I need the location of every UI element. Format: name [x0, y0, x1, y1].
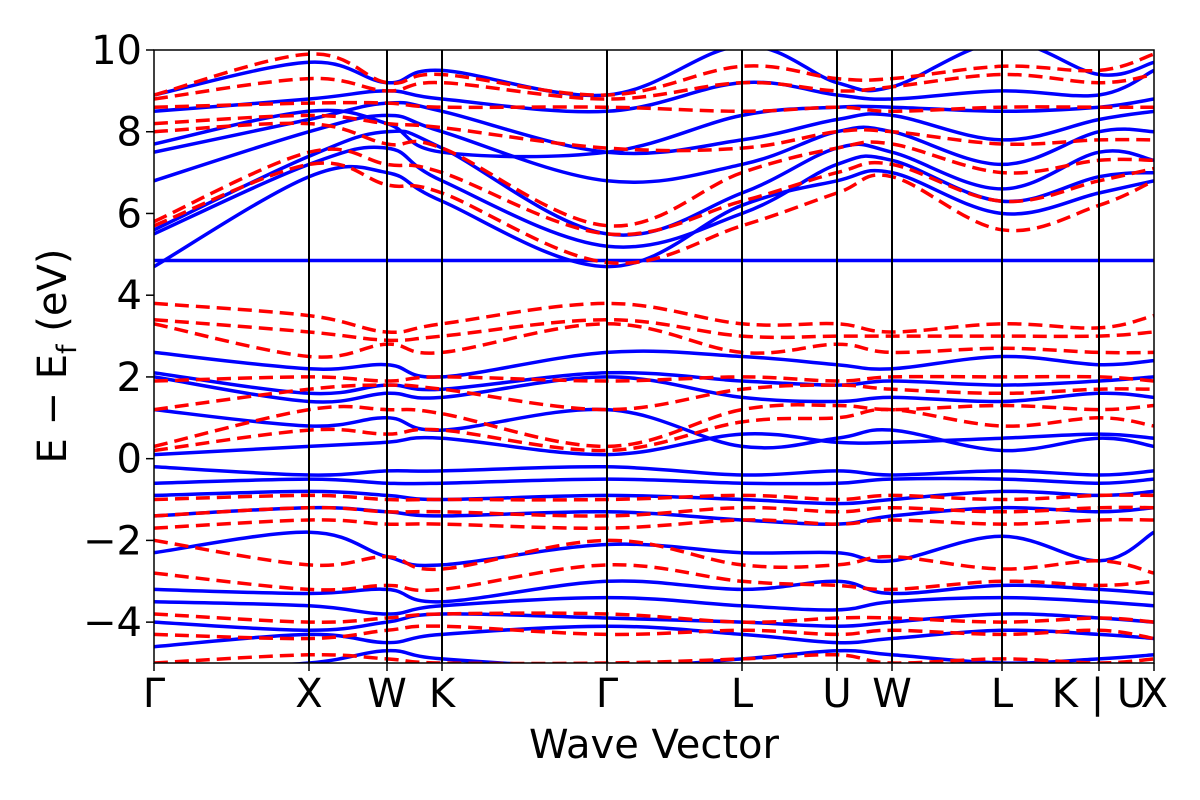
band-line — [154, 652, 1154, 663]
x-tick-label: K — [429, 671, 457, 717]
band-line — [154, 161, 1154, 265]
x-tick-label: U — [822, 671, 851, 717]
band-line — [154, 317, 1154, 343]
y-tick-label: 6 — [117, 191, 142, 237]
y-axis-label-subscript: f — [52, 343, 83, 354]
y-tick-label: −2 — [83, 518, 142, 564]
band-line — [154, 100, 1154, 156]
x-axis-label: Wave Vector — [529, 722, 780, 768]
plot-frame — [153, 49, 1155, 664]
x-tick-label: X — [1141, 671, 1168, 717]
band-line — [154, 505, 1154, 518]
y-tick-label: 10 — [91, 28, 142, 74]
x-tick-label: Γ — [596, 671, 619, 717]
band-line — [154, 464, 1154, 477]
band-line — [154, 147, 1154, 237]
x-tick-label: K | U — [1052, 671, 1146, 717]
band-line — [154, 52, 1154, 97]
y-axis-label-main: E − E — [30, 354, 76, 464]
band-line — [154, 50, 1154, 98]
x-tick-label: X — [295, 671, 322, 717]
x-tick-label: L — [731, 671, 754, 717]
band-line — [154, 374, 1154, 383]
y-tick-label: 2 — [117, 355, 142, 401]
x-tick-label: W — [872, 671, 912, 717]
band-line — [154, 493, 1154, 502]
x-tick-label: L — [991, 671, 1014, 717]
band-line — [154, 595, 1154, 616]
kpath-lines — [308, 50, 1100, 663]
y-axis-label: E − Ef (eV) — [30, 249, 83, 464]
band-line — [154, 97, 1154, 159]
band-line — [154, 611, 1154, 624]
y-tick-label: 8 — [117, 110, 142, 156]
band-line — [154, 100, 1154, 114]
band-line — [154, 530, 1154, 568]
band-line — [154, 375, 1154, 404]
y-tick-label: 4 — [117, 273, 142, 319]
band-line — [154, 476, 1154, 486]
band-line — [154, 432, 1154, 457]
band-line — [154, 538, 1154, 575]
band-line — [154, 129, 1154, 237]
band-line — [154, 624, 1154, 641]
y-tick-label: 0 — [117, 437, 142, 483]
band-line — [154, 68, 1154, 114]
y-axis-label-unit: (eV) — [30, 249, 76, 332]
band-line — [154, 349, 1154, 379]
bands-layer — [154, 50, 1154, 663]
y-tick-label: −4 — [83, 600, 142, 646]
y-axis-label-space — [30, 332, 76, 345]
band-line — [154, 72, 1154, 101]
band-line — [154, 489, 1154, 506]
band-line — [154, 383, 1154, 412]
band-line — [154, 145, 1154, 249]
band-line — [154, 579, 1154, 604]
band-line — [154, 403, 1154, 449]
x-tick-label: W — [367, 671, 407, 717]
band-line — [154, 517, 1154, 530]
band-line — [154, 113, 1154, 153]
y-axis-ticks: −4 −2 0 2 4 6 8 10 — [83, 28, 154, 646]
band-line — [154, 563, 1154, 593]
band-line — [154, 301, 1154, 335]
x-tick-label: Γ — [143, 671, 166, 717]
band-line — [154, 113, 1154, 185]
